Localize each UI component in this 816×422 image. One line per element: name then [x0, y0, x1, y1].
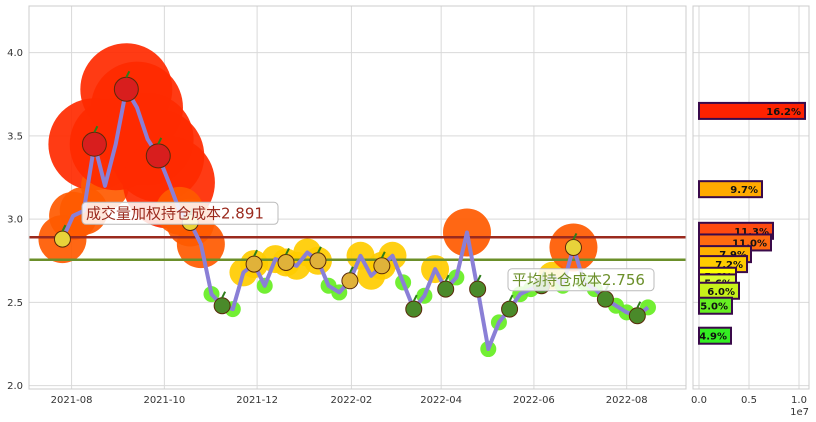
fruit-stem — [572, 233, 578, 240]
fruit-stem — [349, 266, 354, 274]
reference-label: 平均持仓成本2.756 — [512, 271, 645, 289]
fruit-body — [113, 76, 139, 102]
fruit-stem — [317, 246, 322, 254]
fruit-body — [309, 252, 327, 270]
melon-icon — [469, 274, 487, 298]
side-x-tick-label: 0.0 — [691, 395, 707, 406]
fruit-body — [53, 230, 71, 248]
fruit-body — [145, 143, 171, 169]
fruit-body — [277, 253, 295, 271]
distribution-bar — [698, 101, 806, 120]
fruit-body — [628, 307, 646, 325]
distribution-bar — [698, 296, 733, 315]
melon-icon — [628, 301, 646, 325]
bar-percent-label: 9.7% — [730, 185, 758, 196]
bar-percent-label: 7.2% — [715, 260, 743, 271]
bar-percent-label: 6.0% — [707, 287, 735, 298]
distribution-bars: 16.2%9.7%11.3%11.0%7.9%7.2%5.6%5.6%6.0%5… — [698, 101, 806, 345]
melon-icon — [405, 294, 423, 318]
pineapple-icon — [245, 249, 263, 273]
bar-percent-label: 11.0% — [732, 238, 767, 249]
fruit-body — [245, 255, 263, 273]
y-tick-label: 2.5 — [7, 298, 23, 309]
fruit-body — [373, 257, 391, 275]
pineapple-icon — [373, 251, 391, 275]
reference-label-box — [81, 201, 279, 225]
fruit-stem — [285, 247, 290, 255]
x-tick-label: 2021-12 — [236, 395, 278, 406]
y-tick-label: 2.0 — [7, 381, 23, 392]
reference-label-box — [507, 268, 655, 292]
x-tick-label: 2022-08 — [606, 395, 648, 406]
fruit-body — [213, 297, 231, 315]
bar-percent-label: 16.2% — [766, 107, 801, 118]
fruit-stem — [380, 251, 386, 259]
fruit-body — [437, 280, 455, 298]
fruit-body — [564, 238, 582, 256]
side-plot-frame — [692, 5, 810, 390]
fruit-stem — [221, 291, 227, 299]
fruit-body — [341, 272, 359, 290]
apple-icon — [81, 125, 107, 157]
fruit-stem — [157, 137, 163, 145]
fruit-icons — [53, 70, 646, 325]
pineapple-icon — [564, 233, 582, 256]
melon-icon — [437, 274, 455, 298]
melon-icon — [501, 294, 519, 318]
fruit-body — [469, 280, 487, 298]
fruit-stem — [93, 125, 99, 133]
side-x-offset-label: 1e7 — [790, 407, 809, 418]
pineapple-icon — [277, 247, 295, 271]
pineapple-icon — [53, 224, 71, 248]
x-tick-label: 2022-02 — [331, 395, 373, 406]
melon-icon — [213, 291, 231, 315]
fruit-stem — [253, 249, 258, 257]
y-tick-label: 3.5 — [7, 131, 23, 142]
fruit-stem — [636, 301, 642, 309]
apple-icon — [113, 70, 139, 102]
y-tick-label: 4.0 — [7, 48, 23, 59]
fruit-stem — [61, 224, 67, 232]
fruit-stem — [444, 274, 450, 282]
fruit-body — [501, 300, 519, 318]
fruit-stem — [412, 294, 418, 302]
reference-label: 成交量加权持仓成本2.891 — [86, 204, 264, 222]
distribution-bar — [698, 326, 732, 345]
fruit-body — [596, 290, 614, 308]
fruit-body — [81, 131, 107, 157]
bar-percent-label: 11.3% — [734, 227, 769, 238]
bar-percent-label: 4.9% — [699, 332, 727, 343]
y-tick-label: 3.0 — [7, 215, 23, 226]
fruit-stem — [508, 294, 514, 302]
apple-icon — [145, 137, 171, 169]
distribution-bar — [698, 180, 763, 199]
main-plot-frame — [28, 5, 687, 390]
fruit-stem — [125, 70, 131, 78]
side-x-tick-label: 0.5 — [741, 395, 757, 406]
side-x-tick-label: 1.0 — [791, 395, 807, 406]
x-tick-label: 2021-10 — [143, 395, 185, 406]
fruit-stem — [476, 274, 482, 282]
x-tick-label: 2022-04 — [420, 395, 462, 406]
main-axis-ticks: 2.0 2.5 3.0 3.5 4.0 2021-08 2021-10 2021-12 2022… — [7, 48, 647, 406]
x-tick-label: 2022-06 — [513, 395, 555, 406]
fruit-body — [405, 300, 423, 318]
pineapple-icon — [309, 246, 327, 270]
pineapple-icon — [341, 266, 359, 290]
annotations: 成交量加权持仓成本2.891 平均持仓成本2.756 — [81, 201, 655, 292]
x-tick-label: 2021-08 — [51, 395, 93, 406]
bar-percent-label: 5.0% — [700, 302, 728, 313]
